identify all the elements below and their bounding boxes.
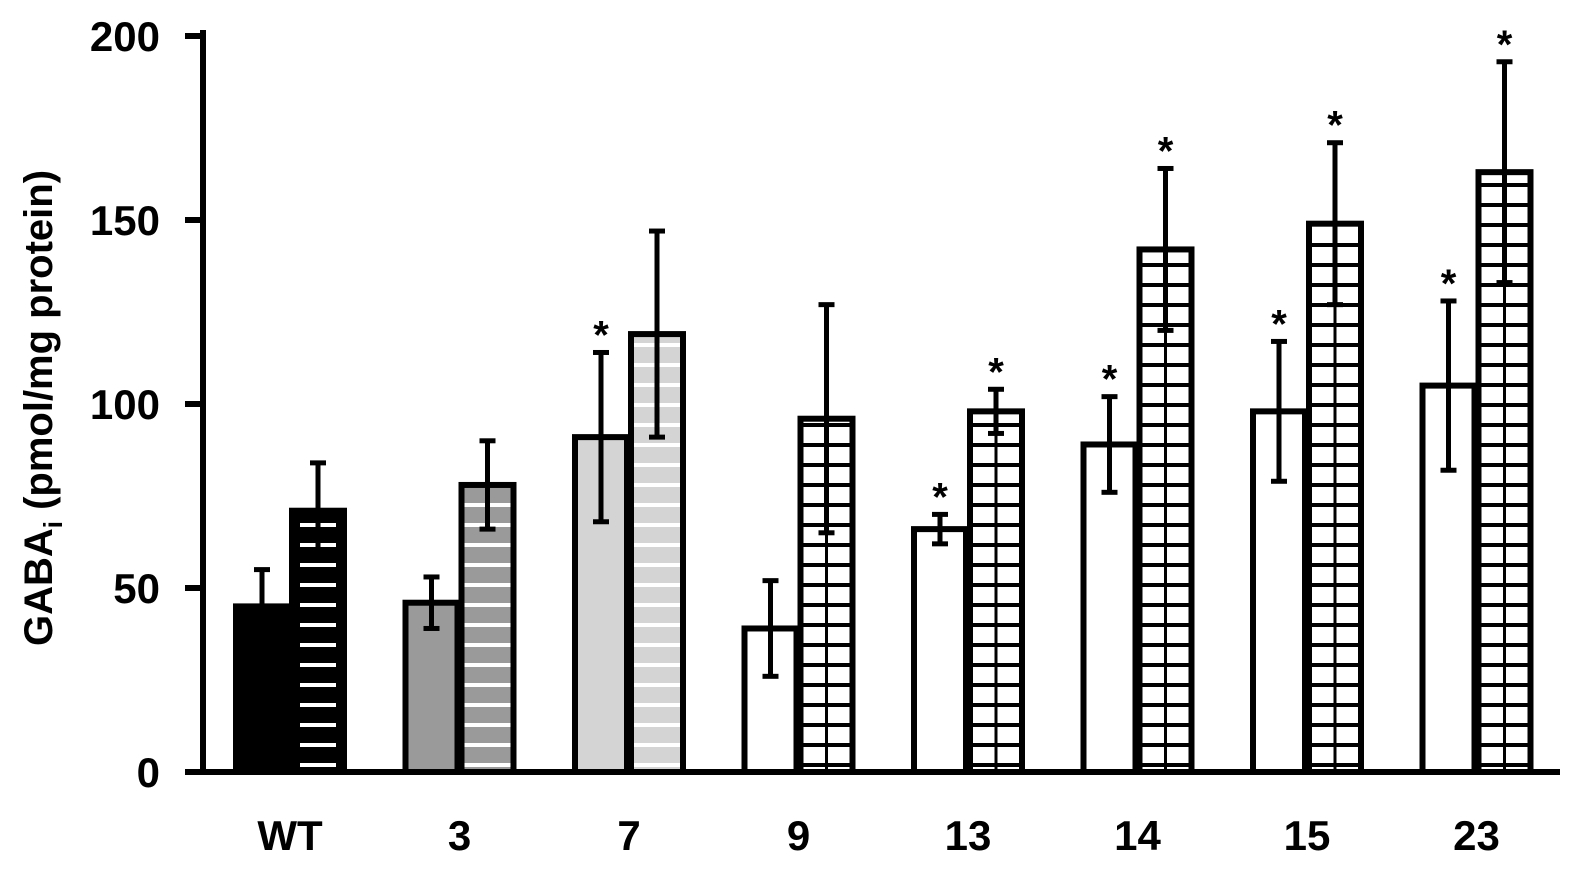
y-tick-label-100: 100: [90, 381, 160, 428]
bar-stripe: [463, 743, 512, 747]
bar-stripe: [633, 683, 681, 687]
significance-star: *: [1497, 23, 1513, 67]
x-tick-label-15: 15: [1284, 812, 1331, 859]
bar-stripe: [633, 743, 681, 747]
bar-stripe: [463, 663, 512, 667]
bar-stripe: [300, 623, 336, 627]
bar-stripe: [633, 643, 681, 647]
bar-14-s1: [1083, 444, 1136, 772]
bar-stripe: [463, 763, 512, 767]
bar-stripe: [463, 643, 512, 647]
bar-stripe: [300, 743, 336, 747]
x-tick-label-WT: WT: [257, 812, 323, 859]
bar-stripe: [633, 583, 681, 587]
y-tick-label-200: 200: [90, 13, 160, 60]
bar-stripe: [633, 543, 681, 547]
x-tick-label-7: 7: [617, 812, 640, 859]
x-tick-label-3: 3: [448, 812, 471, 859]
bar-stripe: [300, 583, 336, 587]
significance-star: *: [988, 350, 1004, 394]
bar-stripe: [463, 543, 512, 547]
bar-stripe: [463, 583, 512, 587]
y-axis-title: GABAi (pmol/mg protein): [17, 170, 68, 646]
bar-stripe: [633, 463, 681, 467]
significance-star: *: [1441, 262, 1457, 306]
bar-stripe: [300, 683, 336, 687]
bar-stripe: [633, 443, 681, 447]
bar-stripe: [463, 683, 512, 687]
y-tick-label-150: 150: [90, 197, 160, 244]
bar-stripe: [633, 763, 681, 767]
bar-stripe: [463, 603, 512, 607]
x-tick-label-23: 23: [1453, 812, 1500, 859]
bar-stripe: [300, 563, 336, 567]
bar-stripe: [633, 623, 681, 627]
bar-stripe: [633, 703, 681, 707]
bar-stripe: [300, 663, 336, 667]
bar-stripe: [633, 663, 681, 667]
bar-stripe: [463, 723, 512, 727]
x-tick-label-9: 9: [787, 812, 810, 859]
bar-stripe: [300, 643, 336, 647]
significance-star: *: [932, 475, 948, 519]
bar-stripe: [633, 723, 681, 727]
y-tick-label-0: 0: [137, 749, 160, 796]
significance-star: *: [1327, 104, 1343, 148]
bar-stripe: [633, 483, 681, 487]
bar-stripe: [463, 623, 512, 627]
y-tick-label-50: 50: [113, 565, 160, 612]
bar-stripe: [633, 503, 681, 507]
bar-stripe: [633, 603, 681, 607]
significance-star: *: [593, 313, 609, 357]
bar-stripe: [633, 523, 681, 527]
bar-stripe: [300, 703, 336, 707]
bar-stripe: [300, 723, 336, 727]
x-tick-label-14: 14: [1114, 812, 1161, 859]
bar-stripe: [463, 563, 512, 567]
bar-stripe: [633, 563, 681, 567]
bar-stripe: [463, 703, 512, 707]
significance-star: *: [1158, 129, 1174, 173]
bar-13-s1: [914, 529, 966, 772]
bar-stripe: [300, 763, 336, 767]
x-tick-label-13: 13: [945, 812, 992, 859]
significance-star: *: [1102, 358, 1118, 402]
significance-star: *: [1271, 302, 1287, 346]
bar-stripe: [300, 603, 336, 607]
